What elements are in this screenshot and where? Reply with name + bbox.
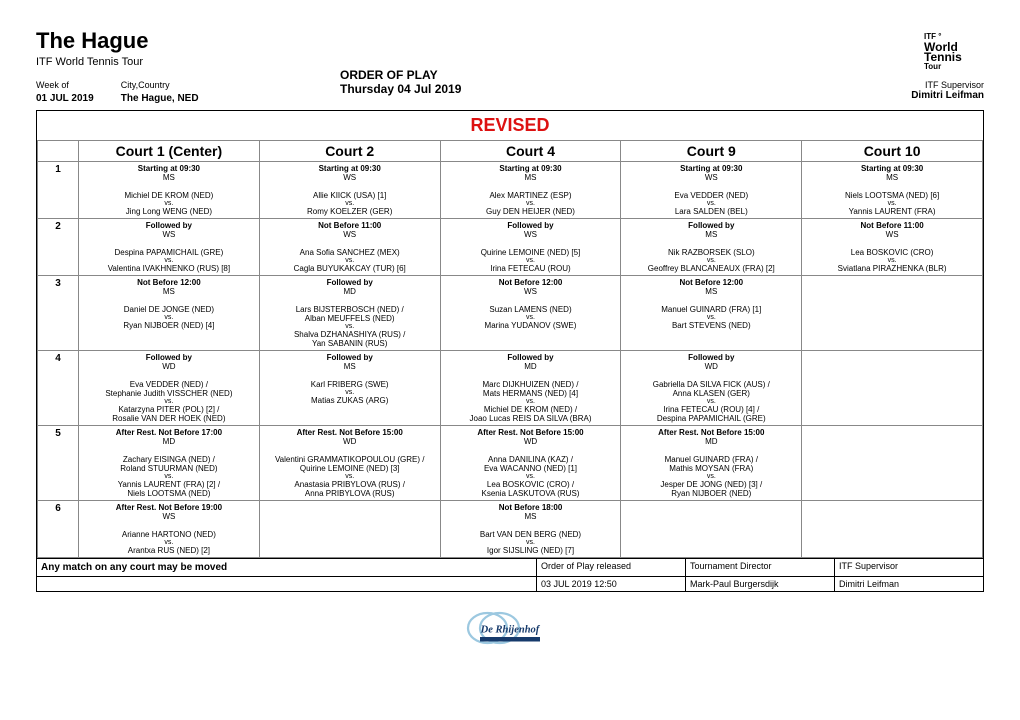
footer-td-label: Tournament Director <box>686 559 835 576</box>
match-slot: Starting at 09:30WS Allie KIICK (USA) [1… <box>259 162 440 219</box>
supervisor-value: Dimitri Leifman <box>911 90 984 101</box>
match-slot: Starting at 09:30MS Niels LOOTSMA (NED) … <box>802 162 983 219</box>
supervisor-label: ITF Supervisor <box>911 80 984 90</box>
match-slot: Starting at 09:30MS Michiel DE KROM (NED… <box>79 162 260 219</box>
match-slot: Followed byWD Gabriella DA SILVA FICK (A… <box>621 351 802 426</box>
row-number: 1 <box>38 162 79 219</box>
row-number: 5 <box>38 426 79 501</box>
tour-name: ITF World Tennis Tour <box>36 56 984 68</box>
match-slot: Starting at 09:30MS Alex MARTINEZ (ESP)v… <box>440 162 621 219</box>
match-slot: Followed byMS Karl FRIBERG (SWE)vs.Matia… <box>259 351 440 426</box>
footer-sup-value: Dimitri Leifman <box>835 577 983 591</box>
match-slot: After Rest. Not Before 15:00WD Anna DANI… <box>440 426 621 501</box>
footer-released-value: 03 JUL 2019 12:50 <box>537 577 686 591</box>
match-slot: Followed byMD Marc DIJKHUIZEN (NED) /Mat… <box>440 351 621 426</box>
court-header-5: Court 10 <box>802 141 983 162</box>
match-slot: Starting at 09:30WS Eva VEDDER (NED)vs.L… <box>621 162 802 219</box>
match-slot: Not Before 12:00WS Suzan LAMENS (NED)vs.… <box>440 276 621 351</box>
footer-released-label: Order of Play released <box>537 559 686 576</box>
footer-td-value: Mark-Paul Burgersdijk <box>686 577 835 591</box>
row-number: 4 <box>38 351 79 426</box>
match-slot: Followed byWS Despina PAPAMICHAIL (GRE)v… <box>79 219 260 276</box>
match-slot <box>802 276 983 351</box>
svg-text:De Rhijenhof: De Rhijenhof <box>480 625 541 636</box>
match-slot: Followed byMD Lars BIJSTERBOSCH (NED) /A… <box>259 276 440 351</box>
match-slot: Not Before 18:00MS Bart VAN DEN BERG (NE… <box>440 501 621 558</box>
row-number: 3 <box>38 276 79 351</box>
match-slot: Followed byWD Eva VEDDER (NED) /Stephani… <box>79 351 260 426</box>
itf-logo: ITF ° World Tennis Tour <box>924 32 984 68</box>
schedule-box: REVISED Court 1 (Center) Court 2 Court 4… <box>36 110 984 592</box>
match-slot <box>802 426 983 501</box>
page-title: The Hague <box>36 28 984 54</box>
order-of-play-heading: ORDER OF PLAY Thursday 04 Jul 2019 <box>340 68 461 96</box>
row-number: 6 <box>38 501 79 558</box>
schedule-table: Court 1 (Center) Court 2 Court 4 Court 9… <box>37 140 983 558</box>
court-header-4: Court 9 <box>621 141 802 162</box>
sponsor-logo: De Rhijenhof <box>36 610 984 649</box>
match-slot: Not Before 11:00WS Lea BOSKOVIC (CRO)vs.… <box>802 219 983 276</box>
match-slot: Followed byWS Quirine LEMOINE (NED) [5]v… <box>440 219 621 276</box>
match-slot <box>621 501 802 558</box>
court-header-1: Court 1 (Center) <box>79 141 260 162</box>
revised-banner: REVISED <box>37 111 983 140</box>
week-of-label: Week of <box>36 80 118 90</box>
week-of-value: 01 JUL 2019 <box>36 93 118 104</box>
match-slot: After Rest. Not Before 17:00MD Zachary E… <box>79 426 260 501</box>
match-slot <box>802 351 983 426</box>
city-country-label: City,Country <box>121 80 170 90</box>
court-header-2: Court 2 <box>259 141 440 162</box>
row-number: 2 <box>38 219 79 276</box>
match-slot: After Rest. Not Before 15:00WD Valentini… <box>259 426 440 501</box>
match-slot: Not Before 12:00MS Daniel DE JONGE (NED)… <box>79 276 260 351</box>
match-slot: Not Before 11:00WS Ana Sofia SANCHEZ (ME… <box>259 219 440 276</box>
match-slot: After Rest. Not Before 19:00WS Arianne H… <box>79 501 260 558</box>
footer-sup-label: ITF Supervisor <box>835 559 983 576</box>
match-slot: Followed byMS Nik RAZBORSEK (SLO)vs.Geof… <box>621 219 802 276</box>
match-slot <box>259 501 440 558</box>
match-slot: After Rest. Not Before 15:00MD Manuel GU… <box>621 426 802 501</box>
footer-note: Any match on any court may be moved <box>37 559 537 576</box>
match-slot: Not Before 12:00MS Manuel GUINARD (FRA) … <box>621 276 802 351</box>
city-country-value: The Hague, NED <box>121 93 199 104</box>
court-header-3: Court 4 <box>440 141 621 162</box>
match-slot <box>802 501 983 558</box>
